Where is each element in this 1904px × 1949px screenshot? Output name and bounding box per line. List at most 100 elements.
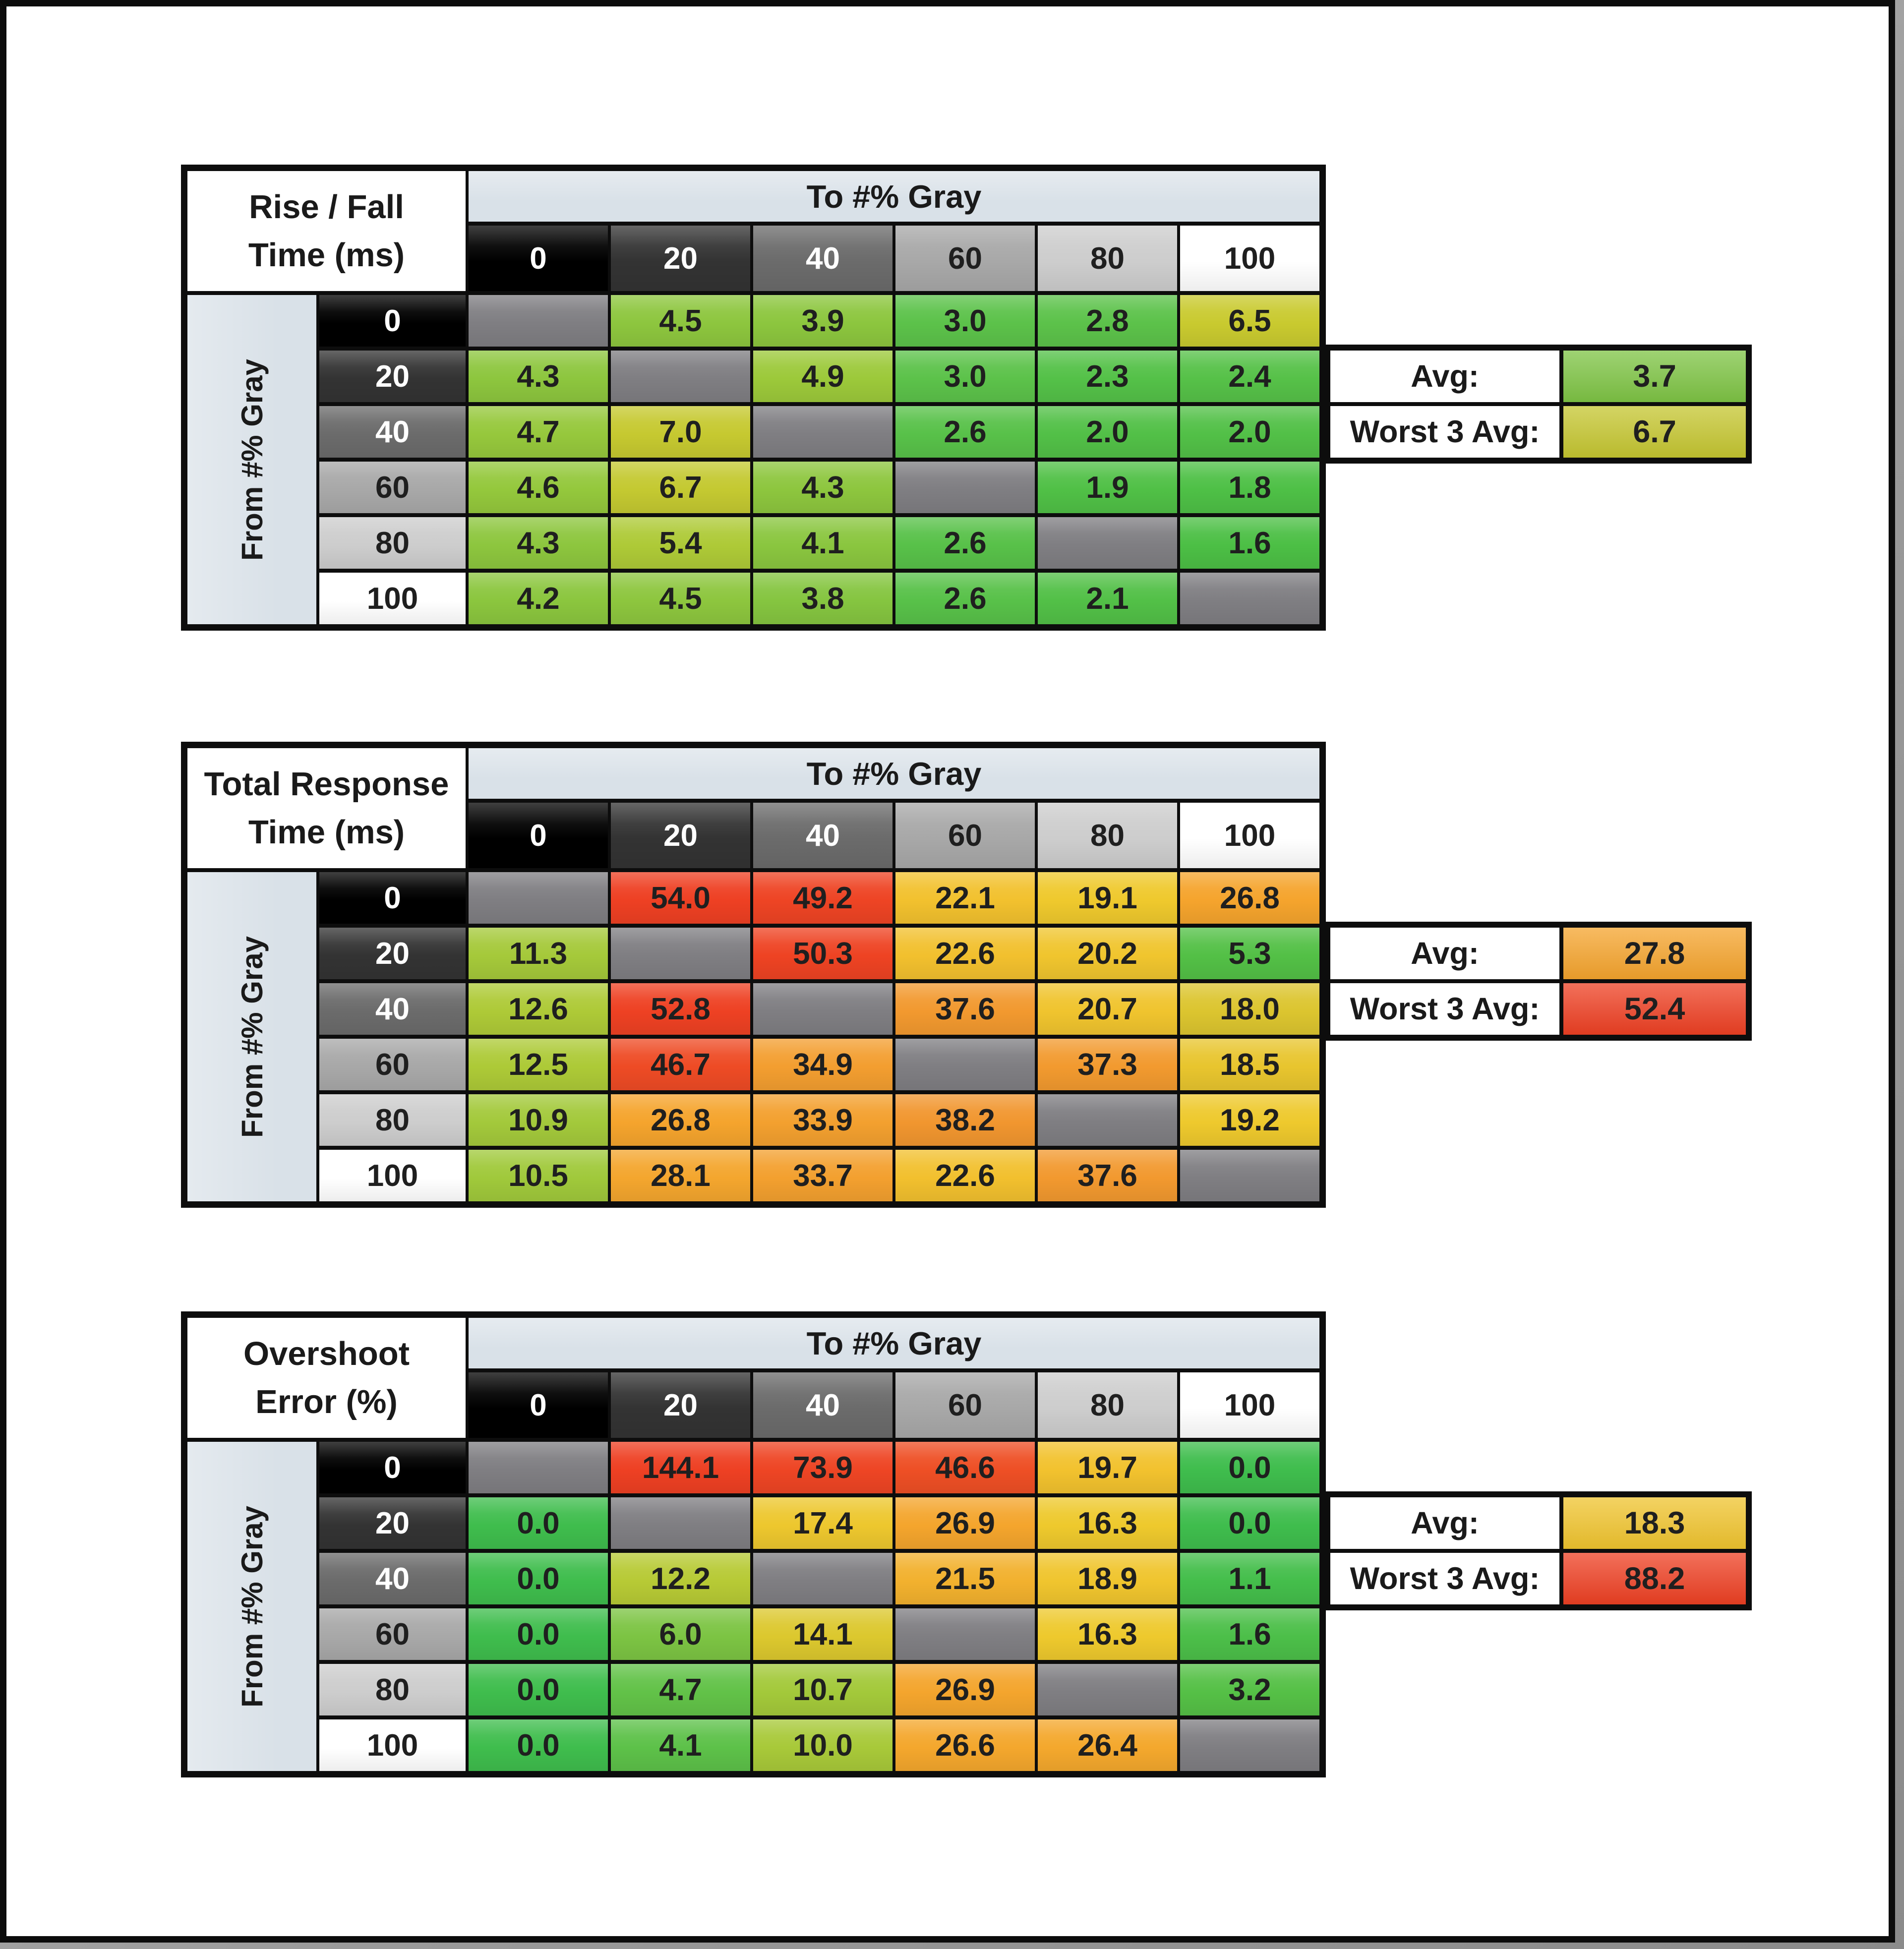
grid-cell: 2.6 [895,517,1035,569]
grid-cell: 26.8 [1180,872,1319,924]
grid-cell: 2.6 [895,406,1035,458]
grid-cell: 50.3 [753,928,892,979]
grid-cell: 0.0 [469,1608,608,1660]
grid-cell: 0.0 [469,1497,608,1549]
avg-label: Avg: [1330,351,1559,402]
grid-cell: 4.5 [611,295,750,347]
grid-cell: 2.4 [1180,351,1319,402]
grid-cell: 3.0 [895,351,1035,402]
grid-cell: 20 [611,1372,750,1438]
grid-cell: 21.5 [895,1553,1035,1604]
grid-cell [1038,1094,1177,1146]
avg-value: 3.7 [1563,351,1746,402]
grid-cell: 60 [895,226,1035,291]
grid-cell: 54.0 [611,872,750,924]
table-title-line1: Rise / Fall [249,188,404,226]
grid-cell: 0.0 [1180,1497,1319,1549]
grid-cell: 19.7 [1038,1442,1177,1493]
grid-cell: 19.2 [1180,1094,1319,1146]
grid-cell [611,1497,750,1549]
grid-cell [1180,1719,1319,1771]
grid-cell: 60 [895,803,1035,868]
to-gray-header: To #% Gray [469,1318,1319,1368]
grid-cell: 12.5 [469,1039,608,1090]
grid-cell: 10.7 [753,1664,892,1715]
grid-cell: 6.7 [611,462,750,513]
grid-cell: 4.7 [469,406,608,458]
from-gray-header: From #% Gray [187,295,316,624]
grid-cell [469,295,608,347]
grid-cell: 16.3 [1038,1497,1177,1549]
grid-cell: 10.9 [469,1094,608,1146]
table-rise-fall: Rise / Fall Time (ms) To #% Gray From #%… [181,165,1752,631]
grid-cell: 0 [319,1442,466,1493]
grid-cell: 3.8 [753,573,892,624]
grid-cell: 100 [319,573,466,624]
grid-cell: 40 [319,1553,466,1604]
grid-cell: 20.2 [1038,928,1177,979]
grid-cell: 6.0 [611,1608,750,1660]
grid-cell [1038,1664,1177,1715]
grid-cell: 1.1 [1180,1553,1319,1604]
grid-cell: 4.3 [469,351,608,402]
from-gray-label: From #% Gray [235,1505,269,1708]
grid-cell: 4.1 [611,1719,750,1771]
grid-cell: 33.7 [753,1150,892,1201]
avg-value: 18.3 [1563,1497,1746,1549]
grid-cell: 20 [319,351,466,402]
grid-cell: 12.6 [469,983,608,1035]
grid-cell: 4.9 [753,351,892,402]
worst3-avg-label: Worst 3 Avg: [1330,1553,1559,1604]
grid-cell: 4.5 [611,573,750,624]
grid-cell: 11.3 [469,928,608,979]
from-gray-header: From #% Gray [187,1442,316,1771]
grid-cell: 0 [469,1372,608,1438]
grid-cell [1180,1150,1319,1201]
grid-cell: 18.5 [1180,1039,1319,1090]
table-title: Total Response Time (ms) [187,748,466,868]
grid-cell: 26.9 [895,1664,1035,1715]
table-title-line2: Time (ms) [248,814,405,851]
grid-cell: 26.9 [895,1497,1035,1549]
grid-cell [895,1608,1035,1660]
grid-cell: 22.6 [895,928,1035,979]
grid-cell: 37.6 [1038,1150,1177,1201]
grid-cell: 80 [1038,1372,1177,1438]
grid-cell: 80 [1038,803,1177,868]
grid-cell: 22.6 [895,1150,1035,1201]
grid-cell: 80 [1038,226,1177,291]
grid-cell: 1.8 [1180,462,1319,513]
grid-cell: 4.2 [469,573,608,624]
grid-cell: 34.9 [753,1039,892,1090]
grid-cell [895,1039,1035,1090]
grid-cell: 2.3 [1038,351,1177,402]
grid-cell: 2.6 [895,573,1035,624]
grid-cell: 3.2 [1180,1664,1319,1715]
grid-cell: 7.0 [611,406,750,458]
grid-cell: 5.3 [1180,928,1319,979]
grid-cell: 19.1 [1038,872,1177,924]
grid-cell: 2.1 [1038,573,1177,624]
grid-cell: 20.7 [1038,983,1177,1035]
worst3-avg-label: Worst 3 Avg: [1330,406,1559,458]
table-title-line1: Total Response [204,765,449,803]
grid-cell [469,1442,608,1493]
grid-cell [753,406,892,458]
grid-cell: 73.9 [753,1442,892,1493]
table-overshoot: Overshoot Error (%) To #% Gray From #% G… [181,1311,1752,1777]
grid-cell: 80 [319,517,466,569]
grid-cell: 100 [319,1719,466,1771]
grid-cell [1038,517,1177,569]
grid-cell: 60 [319,1608,466,1660]
grid-cell: 80 [319,1664,466,1715]
grid-cell: 10.0 [753,1719,892,1771]
grid-cell: 12.2 [611,1553,750,1604]
grid-cell: 60 [319,1039,466,1090]
grid-cell [753,1553,892,1604]
grid-cell: 1.6 [1180,1608,1319,1660]
avg-label: Avg: [1330,928,1559,979]
grid-cell: 0 [469,803,608,868]
grid-cell: 60 [895,1372,1035,1438]
grid-cell: 40 [753,803,892,868]
avg-value: 27.8 [1563,928,1746,979]
